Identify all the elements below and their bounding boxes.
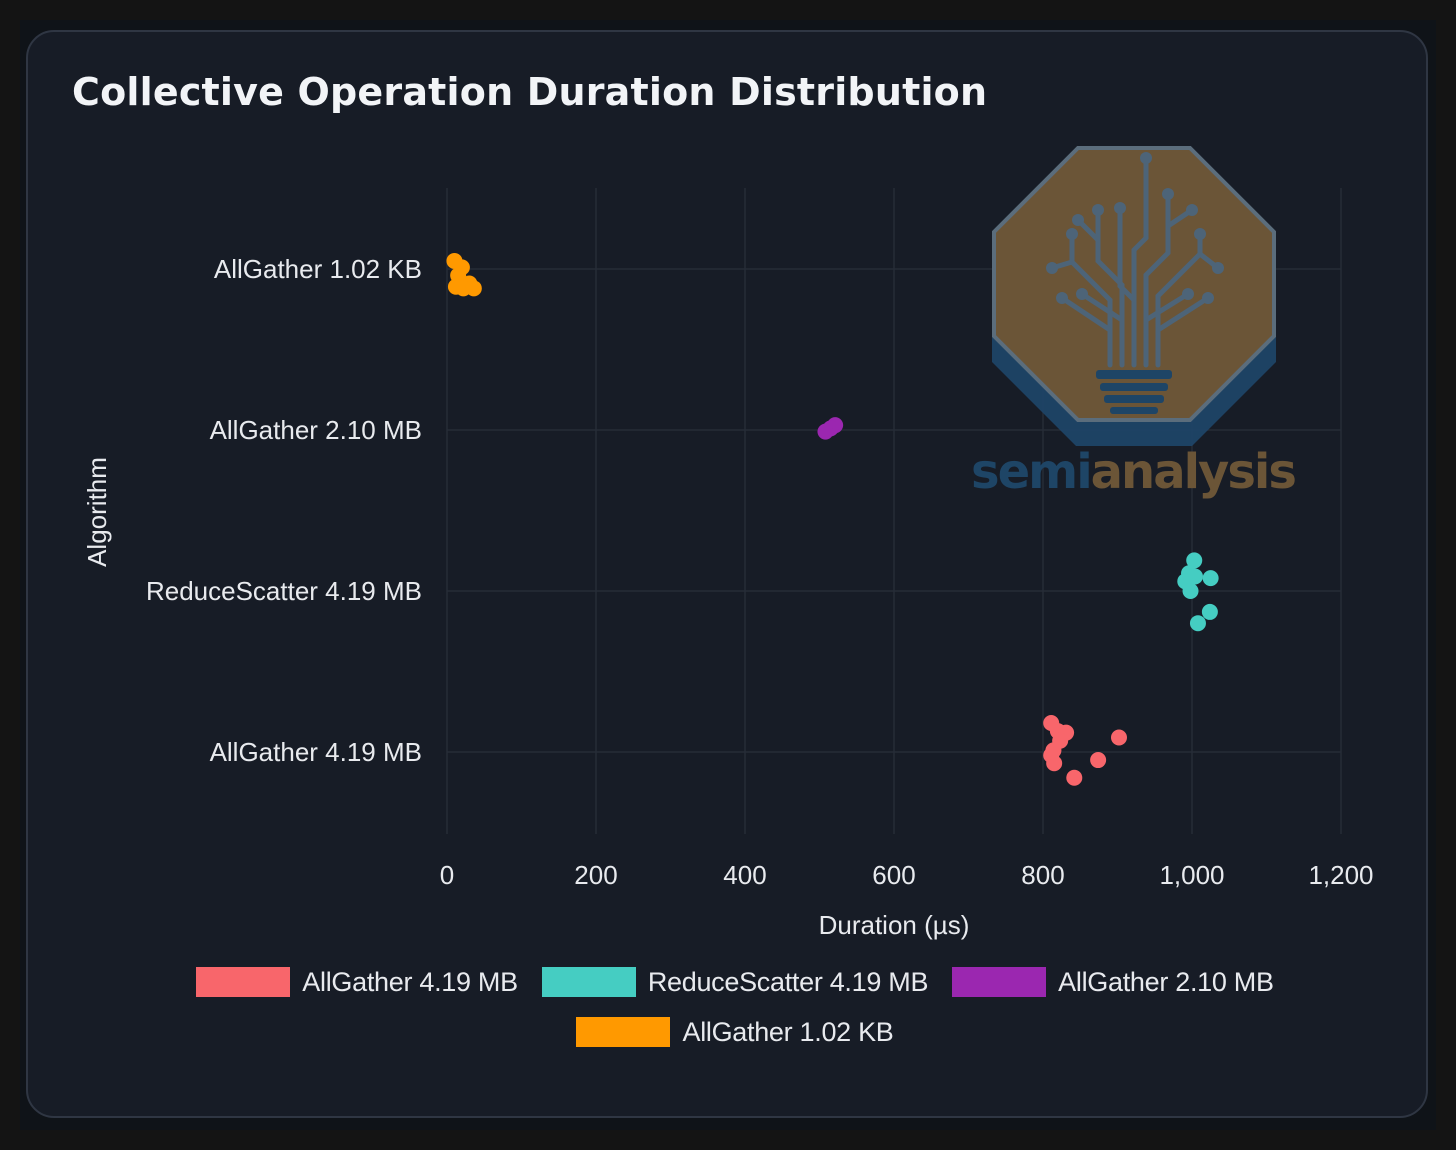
legend-label: ReduceScatter 4.19 MB	[647, 966, 929, 997]
watermark-brand: semianalysis	[971, 444, 1295, 500]
watermark-brand-left: semi	[971, 444, 1091, 500]
legend-item-allgather-102kb[interactable]: AllGather 1.02 KB	[576, 1016, 894, 1048]
data-point[interactable]	[1110, 729, 1127, 746]
data-points	[446, 252, 1219, 786]
y-tick-label: ReduceScatter 4.19 MB	[146, 576, 422, 606]
watermark-brand-right: analysis	[1091, 444, 1296, 500]
x-axis-label: Duration (µs)	[819, 910, 970, 940]
legend-item-allgather-210mb[interactable]: AllGather 2.10 MB	[952, 966, 1274, 998]
data-point[interactable]	[1186, 552, 1203, 569]
legend-label: AllGather 1.02 KB	[682, 1016, 894, 1047]
chart-legend: AllGather 4.19 MB ReduceScatter 4.19 MB …	[100, 966, 1370, 1048]
data-point[interactable]	[817, 423, 834, 440]
x-tick-label: 1,200	[1308, 860, 1373, 890]
semianalysis-watermark: semianalysis	[971, 146, 1297, 500]
legend-swatch	[541, 967, 636, 997]
data-point[interactable]	[1189, 615, 1206, 632]
legend-label: AllGather 4.19 MB	[302, 966, 518, 997]
legend-swatch	[196, 967, 291, 997]
chart-title: Collective Operation Duration Distributi…	[72, 70, 988, 114]
legend-label: AllGather 2.10 MB	[1058, 966, 1274, 997]
x-tick-label: 1,000	[1159, 860, 1224, 890]
y-axis-label: Algorithm	[82, 457, 112, 567]
legend-swatch	[952, 967, 1047, 997]
data-point[interactable]	[1090, 752, 1107, 769]
y-tick-label: AllGather 4.19 MB	[210, 737, 422, 767]
legend-item-allgather-419mb[interactable]: AllGather 4.19 MB	[196, 966, 518, 998]
x-tick-label: 800	[1021, 860, 1064, 890]
circuit-tree-lightbulb-icon	[992, 146, 1276, 446]
data-point[interactable]	[1046, 755, 1063, 772]
data-point[interactable]	[1201, 603, 1218, 620]
x-tick-label: 400	[723, 860, 766, 890]
y-tick-label: AllGather 2.10 MB	[210, 415, 422, 445]
data-point[interactable]	[465, 280, 482, 297]
legend-item-reducescatter-419mb[interactable]: ReduceScatter 4.19 MB	[541, 966, 929, 998]
y-tick-labels: AllGather 1.02 KB AllGather 2.10 MB Reduce…	[146, 254, 422, 767]
data-point[interactable]	[1066, 769, 1083, 786]
x-tick-label: 0	[440, 860, 454, 890]
legend-swatch	[576, 1017, 671, 1047]
x-tick-label: 600	[872, 860, 915, 890]
x-tick-label: 200	[574, 860, 617, 890]
x-tick-labels: 0 200 400 600 800 1,000 1,200	[440, 860, 1374, 890]
data-point[interactable]	[1182, 583, 1199, 599]
y-tick-label: AllGather 1.02 KB	[214, 254, 422, 284]
data-point[interactable]	[1202, 570, 1219, 587]
